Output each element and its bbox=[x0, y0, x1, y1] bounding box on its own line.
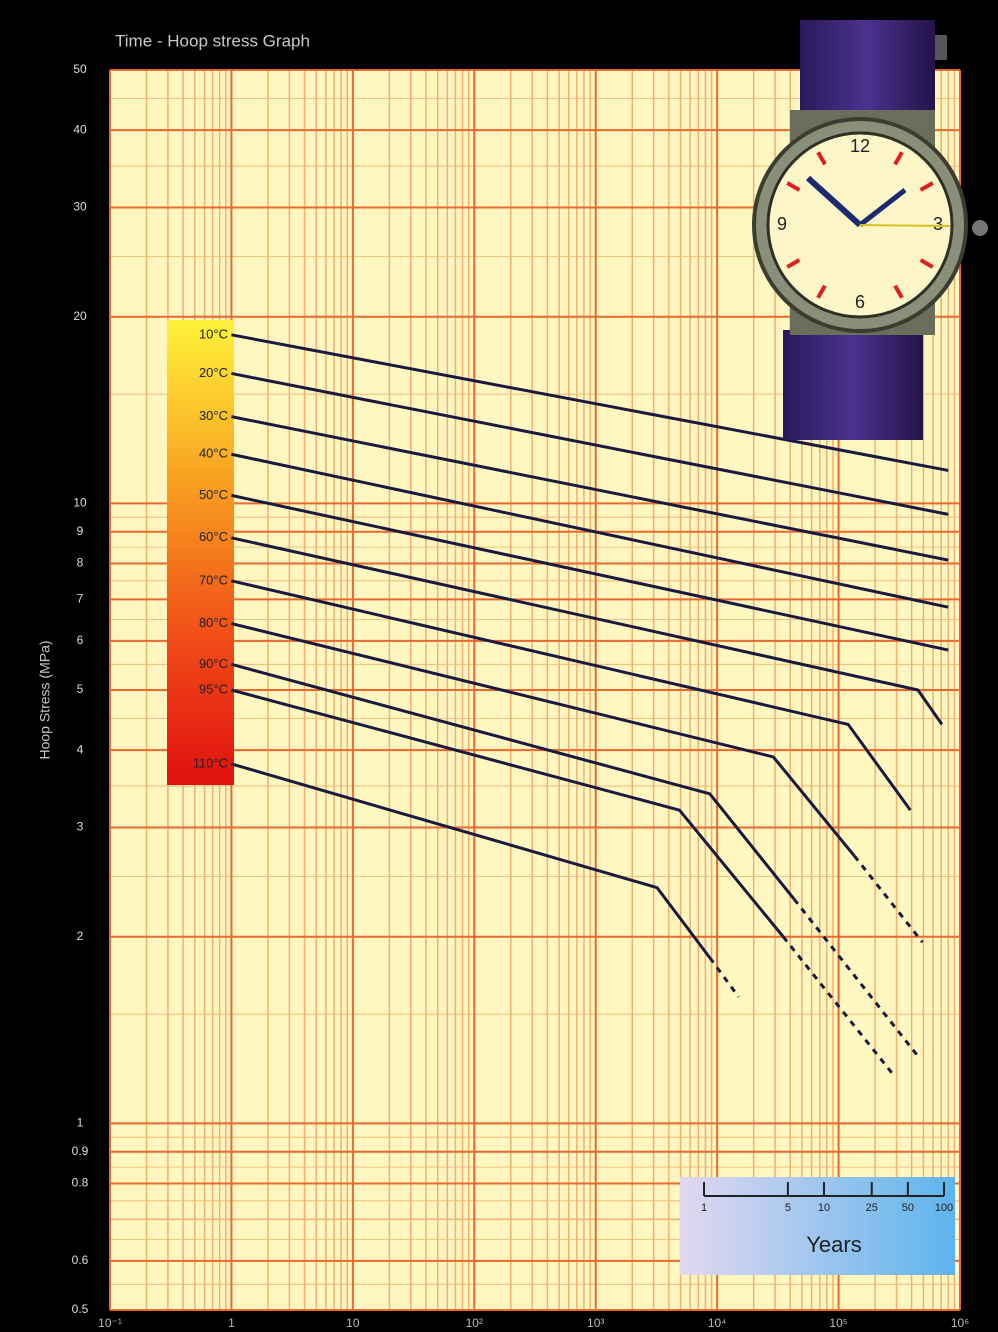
series-label: 70°C bbox=[199, 572, 228, 587]
years-tick-label: 5 bbox=[785, 1202, 791, 1214]
years-tick-label: 100 bbox=[935, 1202, 953, 1214]
strap-clip bbox=[935, 35, 947, 60]
page: 10⁻¹11010²10³10⁴10⁵10⁶0.50.60.80.9123456… bbox=[0, 0, 998, 1332]
years-tick-label: 10 bbox=[818, 1202, 830, 1214]
y-tick-label: 40 bbox=[73, 122, 87, 136]
y-tick-label: 9 bbox=[77, 524, 84, 538]
y-tick-label: 1 bbox=[77, 1116, 84, 1130]
x-tick-label: 1 bbox=[228, 1316, 235, 1330]
y-tick-label: 5 bbox=[77, 682, 84, 696]
watch-strap bbox=[800, 20, 935, 115]
y-tick-label: 50 bbox=[73, 62, 87, 76]
series-label: 20°C bbox=[199, 365, 228, 380]
years-tick-label: 1 bbox=[701, 1202, 707, 1214]
series-label: 50°C bbox=[199, 487, 228, 502]
y-tick-label: 0.9 bbox=[72, 1144, 89, 1158]
series-label: 90°C bbox=[199, 656, 228, 671]
y-tick-label: 4 bbox=[77, 742, 84, 756]
x-tick-label: 10³ bbox=[587, 1316, 604, 1330]
y-tick-label: 6 bbox=[77, 633, 84, 647]
chart-title: Time - Hoop stress Graph bbox=[115, 31, 310, 50]
series-label: 110°C bbox=[193, 755, 228, 770]
y-axis-label: Hoop Stress (MPa) bbox=[37, 640, 53, 759]
y-tick-label: 0.5 bbox=[72, 1302, 89, 1316]
years-tick-label: 50 bbox=[902, 1202, 914, 1214]
x-tick-label: 10 bbox=[346, 1316, 360, 1330]
x-tick-label: 10⁵ bbox=[829, 1316, 847, 1330]
years-inset: 1 5 10 25 50 100 Years bbox=[680, 1177, 955, 1275]
x-tick-label: 10² bbox=[466, 1316, 483, 1330]
watch-strap bbox=[783, 330, 923, 440]
y-tick-label: 7 bbox=[77, 592, 84, 606]
y-tick-label: 10 bbox=[73, 496, 87, 510]
watch-numeral: 9 bbox=[777, 214, 787, 234]
years-tick-label: 25 bbox=[866, 1202, 878, 1214]
years-box bbox=[680, 1177, 955, 1275]
series-label: 10°C bbox=[199, 326, 228, 341]
y-tick-label: 3 bbox=[77, 820, 84, 834]
watch-numeral: 3 bbox=[933, 214, 943, 234]
series-label: 95°C bbox=[199, 681, 228, 696]
y-tick-label: 0.6 bbox=[72, 1253, 89, 1267]
y-tick-label: 8 bbox=[77, 556, 84, 570]
watch-numeral: 12 bbox=[850, 136, 870, 156]
second-hand bbox=[860, 225, 950, 226]
y-tick-label: 20 bbox=[73, 309, 87, 323]
watch-crown bbox=[972, 220, 988, 236]
watch-numeral: 6 bbox=[855, 292, 865, 312]
x-tick-label: 10⁴ bbox=[708, 1316, 727, 1330]
series-label: 40°C bbox=[199, 446, 228, 461]
x-tick-label: 10⁶ bbox=[951, 1316, 969, 1330]
temperature-scale bbox=[167, 320, 234, 785]
series-label: 60°C bbox=[199, 529, 228, 544]
chart: 10⁻¹11010²10³10⁴10⁵10⁶0.50.60.80.9123456… bbox=[0, 0, 998, 1332]
y-tick-label: 0.8 bbox=[72, 1176, 89, 1190]
series-label: 80°C bbox=[199, 615, 228, 630]
y-tick-label: 30 bbox=[73, 200, 87, 214]
series-label: 30°C bbox=[199, 408, 228, 423]
years-label: Years bbox=[806, 1232, 861, 1257]
x-tick-label: 10⁻¹ bbox=[98, 1316, 122, 1330]
y-tick-label: 2 bbox=[77, 929, 84, 943]
